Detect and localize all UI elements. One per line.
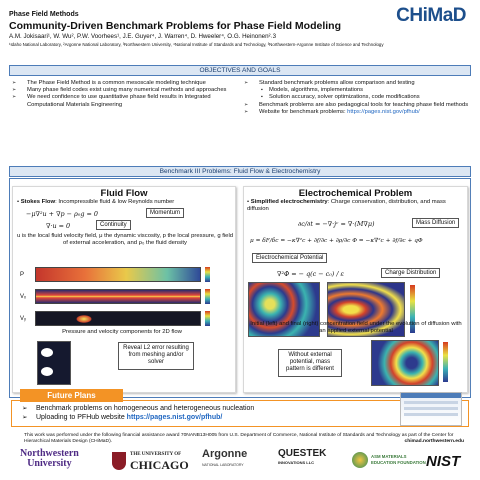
list-item: Standard benchmark problems allow compar… <box>241 80 471 87</box>
questek-logo: QUESTEK INNOVATIONS LLC <box>278 448 327 466</box>
poster-title: Community-Driven Benchmark Problems for … <box>9 20 341 32</box>
list-item: Benchmark problems on homogeneous and he… <box>20 404 468 413</box>
fluid-description: u is the local fluid velocity field, μ t… <box>16 233 234 247</box>
concentration-colorbar <box>410 285 415 333</box>
fluid-caption: Pressure and velocity components for 2D … <box>62 329 182 335</box>
objectives-heading: OBJECTIVES AND GOALS <box>9 65 471 76</box>
list-item: Uploading to PFHub website https://pages… <box>20 413 468 422</box>
electrochem-intro: • Simplified electrochemistry: Charge co… <box>247 199 446 213</box>
continuity-tag: Continuity <box>96 220 131 230</box>
vx-colorbar <box>205 289 210 304</box>
asm-logo: ASM MATERIALS EDUCATION FOUNDATION <box>371 454 426 465</box>
continuity-equation: ∇·u = 0 <box>46 222 71 230</box>
argonne-logo: Argonne NATIONAL LABORATORY <box>202 448 248 468</box>
uchicago-logo: THE UNIVERSITY OF CHICAGO <box>130 452 189 472</box>
electrochem-potential-tag: Electrochemical Potential <box>252 253 328 263</box>
future-plans-box: Benchmark problems on homogeneous and he… <box>11 400 469 427</box>
affiliations: ¹Idaho National Laboratory, ²Argonne Nat… <box>9 42 384 47</box>
final-concentration-image <box>327 282 405 337</box>
benchmark-panel <box>9 178 471 398</box>
website-link[interactable]: https://pages.nist.gov/pfhub/ <box>347 108 420 115</box>
diffusion-equation: ∂c/∂t = −∇·jᶜ = ∇·(M∇μ) <box>298 220 375 228</box>
no-potential-colorbar <box>443 342 448 382</box>
pfhub-link[interactable]: https://pages.nist.gov/pfhub/ <box>126 414 223 421</box>
website-label: Website for benchmark problems: <box>259 108 348 115</box>
l2-error-image <box>37 341 71 385</box>
l2-error-note: Reveal L2 error resulting from meshing a… <box>118 342 194 370</box>
pressure-field-image <box>35 267 201 282</box>
vy-colorbar <box>205 311 210 326</box>
initial-concentration-image <box>248 282 320 337</box>
nist-logo: NIST <box>426 453 461 470</box>
electrochem-caption: Initial (left) and final (right) concent… <box>250 321 462 335</box>
acknowledgement: This work was performed under the follow… <box>24 433 464 445</box>
vx-field-image <box>35 289 201 304</box>
fluid-flow-heading: Fluid Flow <box>100 188 148 199</box>
asm-globe-icon <box>352 452 368 468</box>
list-item: The Phase Field Method is a common mesos… <box>9 80 229 87</box>
chimad-logo: CHiMaD <box>396 5 466 26</box>
stokes-flow-text: • Stokes Flow: Incompressible fluid & lo… <box>17 199 175 205</box>
vy-field-image <box>35 311 201 326</box>
electrochem-heading: Electrochemical Problem <box>298 188 413 199</box>
list-item: We need confidence to use quantitative p… <box>9 94 229 108</box>
vx-label: Vₓ <box>20 294 26 300</box>
list-item: Many phase field codes exist using many … <box>9 87 229 94</box>
momentum-tag: Momentum <box>146 208 185 218</box>
future-plans-heading: Future Plans <box>20 389 123 402</box>
chimad-url[interactable]: chimad.northwestern.edu <box>404 439 464 444</box>
pressure-label: P <box>20 272 25 278</box>
pfhub-screenshot <box>400 392 462 426</box>
list-item: Benchmark problems are also pedagogical … <box>241 102 471 109</box>
list-item: Models, algorithms, implementations <box>241 87 471 94</box>
no-potential-concentration-image <box>371 340 439 386</box>
benchmark-heading: Benchmark III Problems: Fluid Flow & Ele… <box>9 166 471 177</box>
momentum-equation: −μ∇²u + ∇p − ρ₀g = 0 <box>26 210 98 218</box>
mass-pattern-note: Without external potential, mass pattern… <box>278 349 342 377</box>
vy-label: Vᵧ <box>20 316 26 322</box>
author-list: A.M. Jokisaari¹, W. Wu², P.W. Voorhees¹,… <box>9 33 277 40</box>
objectives-right-list: Standard benchmark problems allow compar… <box>241 80 471 116</box>
mass-diffusion-tag: Mass Diffusion <box>412 218 460 228</box>
pressure-colorbar <box>205 267 210 282</box>
sponsor-logo-bar: Northwestern University THE UNIVERSITY OF… <box>0 447 480 480</box>
charge-equation: ∇²Φ = − q(c − c₀) / ε <box>277 270 344 278</box>
potential-equation: μ = δF/δc = −κ∇²c + ∂f/∂c + ∂ρ/∂c Φ = −κ… <box>250 238 423 244</box>
poster-kicker: Phase Field Methods <box>9 11 79 18</box>
northwestern-logo: Northwestern University <box>20 448 79 469</box>
list-item: Solution accuracy, solver optimizations,… <box>241 94 471 101</box>
objectives-left-list: The Phase Field Method is a common mesos… <box>9 80 229 109</box>
list-item: Website for benchmark problems: https://… <box>241 109 471 116</box>
chicago-shield-icon <box>112 452 126 470</box>
charge-distribution-tag: Charge Distribution <box>381 268 441 278</box>
